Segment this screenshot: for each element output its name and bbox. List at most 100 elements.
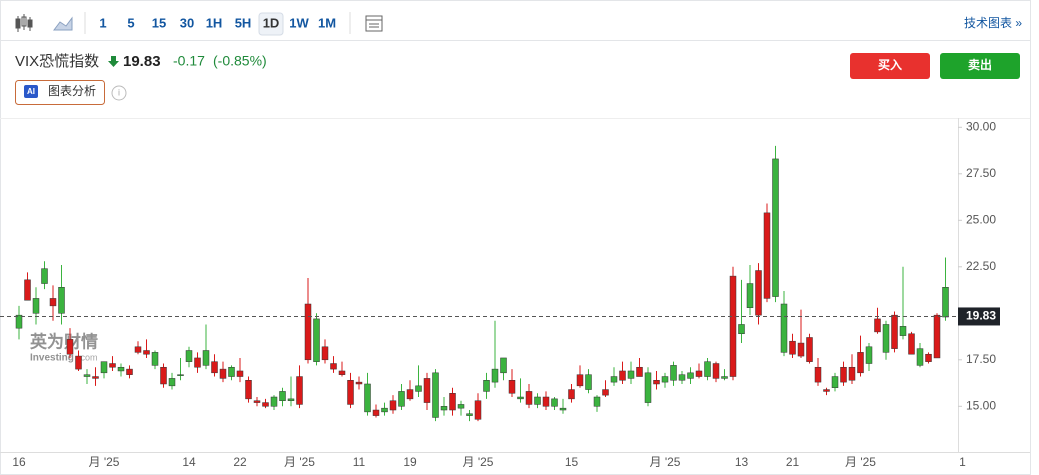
candle-body (151, 352, 159, 366)
candle-icon[interactable] (15, 14, 33, 32)
candle-body (508, 380, 516, 394)
watermark-domain: .com (78, 352, 98, 362)
candle-body (874, 318, 881, 333)
candle-body (211, 361, 218, 374)
interval-active-bg (258, 12, 284, 36)
buy-button[interactable] (850, 53, 930, 79)
x-tick-label: 21 (786, 455, 800, 469)
candle-body (593, 396, 601, 407)
candle-body (296, 376, 303, 405)
sell-label[interactable]: 卖出 (968, 57, 992, 72)
candle-body (585, 374, 592, 390)
area-icon[interactable] (53, 16, 73, 31)
x-tick-label: 月 '25 (284, 455, 315, 469)
candle-body (406, 389, 414, 400)
interval-button[interactable]: 30 (180, 15, 194, 30)
x-tick-label: 月 '25 (89, 455, 120, 469)
candle-body (865, 346, 873, 364)
candle-body (738, 324, 745, 335)
candle-body (75, 355, 82, 370)
y-tick-label: 22.50 (966, 259, 996, 273)
candle-body (687, 372, 694, 379)
interval-button[interactable]: 5 (127, 15, 134, 30)
last-price-tag (958, 307, 1000, 326)
ai-badge-bg (24, 85, 38, 98)
x-tick-label: 22 (233, 455, 247, 469)
y-tick-label: 27.50 (966, 166, 996, 180)
candle-body (695, 370, 703, 377)
last-price-label: 19.83 (966, 309, 996, 323)
candle-body (619, 370, 626, 381)
x-tick-label: 月 '25 (463, 455, 494, 469)
candle-body (704, 361, 711, 377)
buy-label[interactable]: 买入 (878, 58, 902, 72)
interval-button[interactable]: 15 (152, 15, 166, 30)
candle-body (780, 303, 788, 353)
candle-body (823, 389, 830, 392)
candle-body (423, 378, 431, 403)
candle-body (117, 366, 125, 372)
interval-button[interactable]: 1H (206, 15, 223, 30)
candle-body (474, 400, 482, 420)
candle-body (772, 158, 779, 297)
y-tick-label: 17.50 (966, 352, 996, 366)
candle-body (610, 376, 618, 383)
candle-body (755, 270, 762, 316)
candle-body (916, 348, 924, 366)
candle-body (942, 287, 949, 318)
change-pct: (-0.85%) (213, 53, 267, 69)
y-tick-label: 25.00 (966, 212, 996, 226)
candle-body (58, 287, 65, 314)
candle-body (202, 350, 210, 366)
candle-body (279, 391, 286, 401)
candle-body (729, 275, 737, 377)
candle-body (542, 396, 550, 407)
candle-body (185, 350, 193, 362)
candle-body (253, 400, 261, 403)
candle-body (100, 361, 108, 374)
candle-body (347, 380, 354, 405)
x-tick-label: 19 (403, 455, 417, 469)
candle-body (644, 372, 652, 403)
candle-body (483, 380, 490, 392)
instrument-name: VIX恐慌指数 (15, 53, 99, 70)
tech-chart-link[interactable]: 技术图表 » (964, 16, 1022, 30)
interval-button[interactable]: 5H (235, 15, 252, 30)
candle-body (389, 400, 397, 411)
price: 19.83 (123, 53, 161, 70)
candle-body (66, 339, 74, 355)
candle-body (670, 365, 677, 381)
candle-body (636, 366, 643, 377)
candle-body (891, 314, 898, 349)
change: -0.17 (173, 53, 205, 69)
interval-button[interactable]: 1D (263, 15, 280, 30)
sell-button[interactable] (940, 53, 1020, 79)
candle-body (364, 383, 371, 413)
info-icon[interactable] (111, 85, 127, 101)
interval-button[interactable]: 1W (289, 15, 309, 30)
down-arrow (108, 56, 119, 67)
candle-body (806, 337, 813, 362)
layout-icon[interactable] (365, 15, 383, 32)
candle-body (899, 326, 907, 336)
interval-button[interactable]: 1 (99, 15, 106, 30)
candle-body (194, 357, 201, 368)
analysis-label[interactable]: 图表分析 (48, 84, 96, 98)
x-tick-label: 13 (735, 455, 749, 469)
candle-body (568, 389, 575, 400)
interval-button[interactable]: 1M (318, 15, 336, 30)
candle-body (143, 350, 150, 355)
candle-body (491, 368, 499, 383)
candle-body (245, 380, 252, 400)
candle-body (398, 391, 405, 407)
candle-body (933, 314, 941, 359)
candle-body (228, 366, 235, 377)
candle-body (534, 396, 541, 405)
candle-body (270, 396, 278, 407)
candle-body (721, 376, 728, 379)
candle-body (627, 370, 635, 379)
candle-body (797, 342, 805, 357)
candle-body (24, 279, 31, 301)
